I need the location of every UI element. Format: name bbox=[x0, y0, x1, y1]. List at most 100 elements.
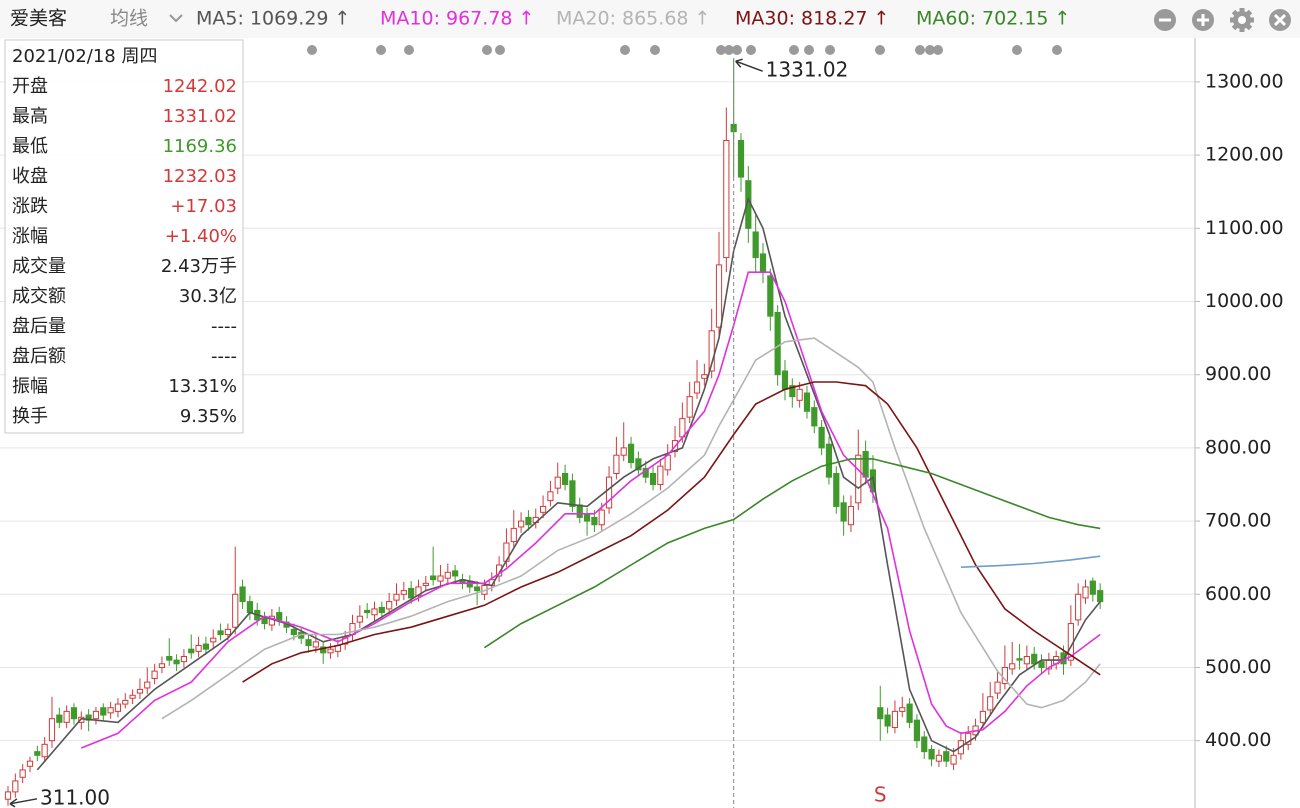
candle-body bbox=[649, 473, 657, 485]
candle-body bbox=[906, 703, 913, 723]
candle-body bbox=[840, 502, 847, 522]
candle-body bbox=[19, 769, 26, 778]
candle-body bbox=[144, 681, 151, 689]
candle-body bbox=[510, 527, 517, 543]
candle-body bbox=[613, 454, 620, 475]
y-tick-label: 400.00 bbox=[1205, 729, 1271, 751]
annotation-arrow bbox=[9, 798, 38, 808]
candle-body bbox=[92, 710, 100, 720]
candle-body bbox=[928, 748, 935, 760]
indicator-selector[interactable]: 均线 bbox=[110, 8, 148, 30]
candle-body bbox=[400, 590, 407, 595]
candle-body bbox=[679, 418, 686, 438]
info-label: 振幅 bbox=[12, 376, 48, 397]
candle-body bbox=[202, 643, 210, 650]
candle-body bbox=[569, 480, 576, 507]
y-tick-label: 600.00 bbox=[1205, 583, 1271, 605]
y-tick-label: 500.00 bbox=[1205, 656, 1271, 678]
candle-body bbox=[994, 681, 1001, 694]
candle-body bbox=[899, 707, 906, 712]
candle-body bbox=[759, 253, 767, 273]
candle-body bbox=[862, 451, 869, 478]
zoom-in-icon bbox=[1197, 14, 1209, 26]
candle-body bbox=[290, 628, 297, 636]
candle-body bbox=[811, 407, 818, 427]
candle-body bbox=[320, 646, 327, 654]
candle-body bbox=[1031, 653, 1038, 665]
info-value: ---- bbox=[211, 346, 237, 367]
info-label: 涨跌 bbox=[12, 196, 48, 217]
candle-body bbox=[833, 473, 840, 507]
annotation-label: 311.00 bbox=[40, 785, 110, 808]
candle-body bbox=[496, 564, 503, 577]
candle-body bbox=[1016, 658, 1023, 661]
candle-body bbox=[774, 311, 781, 376]
candle-body bbox=[950, 754, 957, 765]
candle-body bbox=[173, 659, 180, 665]
dropdown-chevron[interactable] bbox=[169, 14, 183, 23]
candle-body bbox=[554, 476, 561, 489]
candle-body bbox=[635, 458, 642, 471]
signal-marker: S bbox=[874, 783, 887, 807]
stock-name: 爱美客 bbox=[10, 8, 67, 30]
close-icon bbox=[1273, 13, 1287, 27]
candle-body bbox=[598, 509, 605, 526]
candle-body bbox=[891, 710, 899, 728]
candle-body bbox=[261, 617, 268, 625]
info-value: 30.3亿 bbox=[179, 286, 237, 307]
candle-body bbox=[430, 575, 437, 581]
candle-body bbox=[539, 505, 547, 513]
candle-body bbox=[921, 736, 928, 753]
candle-body bbox=[591, 516, 598, 526]
candle-body bbox=[752, 231, 759, 259]
plot-area: 1331.02 311.00 S bbox=[4, 58, 1104, 808]
candle-body bbox=[48, 718, 56, 742]
candle-body bbox=[1038, 661, 1045, 668]
candle-body bbox=[943, 751, 950, 762]
candle-body bbox=[356, 615, 363, 623]
candle-body bbox=[803, 392, 811, 412]
candle-body bbox=[210, 637, 217, 643]
info-label: 最高 bbox=[12, 106, 48, 127]
candle-body bbox=[100, 707, 107, 716]
candle-body bbox=[1023, 655, 1030, 665]
ma-line bbox=[242, 381, 1101, 683]
info-rows: 开盘 1242.02 最高 1331.02 最低 1169.36 收盘 1232.03 涨跌 +1… bbox=[12, 76, 237, 427]
candle-body bbox=[129, 694, 136, 699]
candle-body bbox=[847, 505, 855, 526]
info-label: 换手 bbox=[12, 406, 48, 427]
info-label: 开盘 bbox=[12, 76, 48, 97]
info-panel bbox=[4, 39, 244, 434]
legend-entry: MA10: 967.78 ↑ bbox=[380, 8, 534, 30]
info-value: 1232.03 bbox=[163, 166, 237, 187]
candle-body bbox=[884, 714, 891, 727]
info-value: 1331.02 bbox=[163, 106, 237, 127]
candle-body bbox=[364, 609, 371, 614]
candle-body bbox=[393, 593, 400, 601]
info-value: 9.35% bbox=[180, 406, 237, 427]
candle-body bbox=[166, 655, 173, 661]
candle-body bbox=[232, 593, 239, 628]
candle-body bbox=[796, 388, 803, 401]
candle-body bbox=[408, 587, 415, 599]
info-value: 13.31% bbox=[168, 376, 237, 397]
candle-body bbox=[378, 606, 385, 614]
candle-body bbox=[576, 504, 583, 518]
legend-entry: MA20: 865.68 ↑ bbox=[556, 8, 710, 30]
toolbar bbox=[1154, 8, 1291, 32]
candle-body bbox=[474, 586, 481, 592]
candle-body bbox=[525, 516, 532, 526]
candle-body bbox=[855, 454, 862, 504]
info-label: 最低 bbox=[12, 136, 48, 157]
info-date: 2021/02/18 周四 bbox=[12, 46, 157, 67]
candle-body bbox=[56, 714, 63, 723]
settings-button[interactable] bbox=[1230, 8, 1254, 32]
info-label: 收盘 bbox=[12, 166, 48, 187]
ma-line bbox=[161, 337, 1101, 720]
info-label: 盘后额 bbox=[12, 346, 66, 367]
y-tick-label: 1000.00 bbox=[1205, 290, 1284, 312]
y-tick-label: 900.00 bbox=[1205, 363, 1271, 385]
candle-body bbox=[63, 710, 70, 723]
ma-line bbox=[81, 271, 1101, 749]
